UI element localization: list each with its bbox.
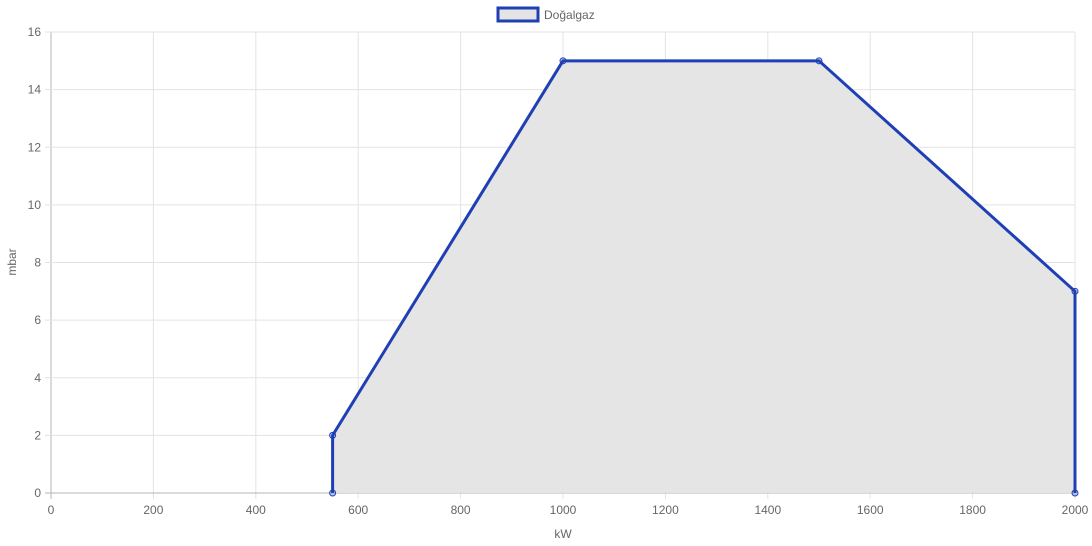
x-tick-label: 200 — [143, 503, 163, 517]
data-point[interactable] — [1071, 489, 1079, 497]
y-tick-label: 4 — [34, 371, 41, 385]
data-point[interactable] — [815, 57, 823, 65]
y-tick-label: 0 — [34, 486, 41, 500]
data-point[interactable] — [559, 57, 567, 65]
y-tick-label: 6 — [34, 313, 41, 327]
area-layer — [331, 59, 1077, 493]
x-tick-label: 600 — [348, 503, 368, 517]
x-axis-title: kW — [554, 527, 572, 541]
x-tick-label: 1800 — [959, 503, 986, 517]
x-tick-label: 1600 — [857, 503, 884, 517]
points-layer — [329, 57, 1079, 497]
x-tick-label: 400 — [246, 503, 266, 517]
x-tick-label: 2000 — [1062, 503, 1089, 517]
x-tick-label: 1200 — [652, 503, 679, 517]
y-tick-label: 8 — [34, 256, 41, 270]
legend[interactable]: Doğalgaz — [496, 6, 595, 23]
x-tick-label: 1000 — [550, 503, 577, 517]
y-tick-label: 12 — [28, 140, 42, 154]
y-axis-title: mbar — [5, 248, 19, 275]
y-tick-label: 2 — [34, 428, 41, 442]
x-tick-label: 800 — [451, 503, 471, 517]
series-area-fill — [332, 60, 1076, 493]
x-tick-label: 1400 — [754, 503, 781, 517]
x-tick-labels: 0 200 400 600 800 1000 1200 1400 1600 1800 2000 — [48, 503, 1089, 517]
y-tick-labels: 0 2 4 6 8 10 12 14 16 — [28, 25, 42, 500]
y-tick-label: 10 — [28, 198, 42, 212]
data-point[interactable] — [329, 431, 337, 439]
legend-label[interactable]: Doğalgaz — [544, 8, 595, 22]
legend-swatch[interactable] — [496, 6, 540, 23]
data-point[interactable] — [1071, 287, 1079, 295]
series-line — [331, 59, 1077, 493]
y-tick-label: 14 — [28, 83, 42, 97]
y-tick-label: 16 — [28, 25, 42, 39]
data-point[interactable] — [329, 489, 337, 497]
x-tick-label: 0 — [48, 503, 55, 517]
